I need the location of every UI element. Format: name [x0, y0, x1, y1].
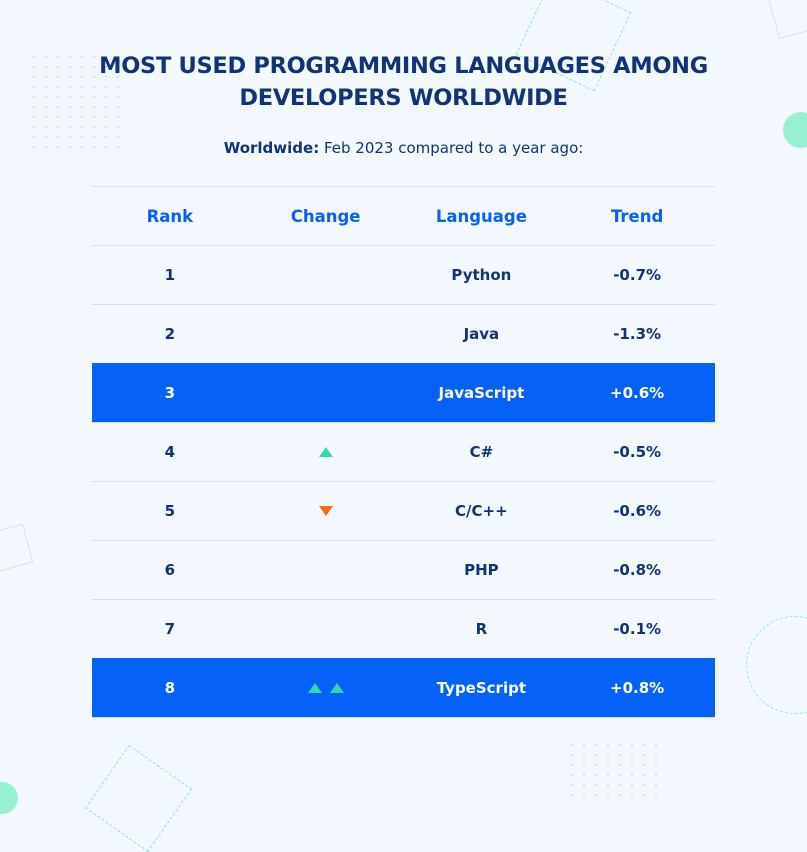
rank-cell: 8	[164, 679, 176, 697]
square-outline-decoration	[763, 0, 807, 39]
table-row: 1 Python -0.7%	[92, 245, 715, 304]
trend-cell: -0.7%	[613, 266, 662, 284]
change-cell	[248, 679, 404, 697]
title-line-2: DEVELOPERS WORLDWIDE	[239, 85, 568, 111]
circle-decoration	[0, 782, 18, 814]
trend-cell: -0.6%	[613, 502, 662, 520]
rank-cell: 4	[164, 443, 176, 461]
table-row: 6 PHP -0.8%	[92, 540, 715, 599]
header-rank: Rank	[146, 206, 194, 226]
rank-cell: 6	[164, 561, 176, 579]
rank-cell: 3	[164, 384, 176, 402]
language-cell: PHP	[464, 561, 499, 579]
header-change: Change	[290, 206, 361, 226]
circle-decoration	[783, 112, 807, 148]
table-row: 5 C/C++ -0.6%	[92, 481, 715, 540]
subtitle: Worldwide: Feb 2023 compared to a year a…	[0, 139, 807, 157]
rank-cell: 5	[164, 502, 176, 520]
dot-grid-decoration	[28, 52, 124, 156]
table-row: 4 C# -0.5%	[92, 422, 715, 481]
dashed-square-decoration	[84, 744, 193, 852]
trend-cell: -0.5%	[613, 443, 662, 461]
rank-cell: 1	[164, 266, 176, 284]
rank-cell: 7	[164, 620, 176, 638]
table-row: 7 R -0.1%	[92, 599, 715, 658]
language-cell: C#	[469, 443, 494, 461]
language-cell: Python	[451, 266, 512, 284]
languages-table: Rank Change Language Trend 1 Python -0.7…	[92, 186, 715, 718]
language-cell: TypeScript	[436, 679, 527, 697]
title-line-1: MOST USED PROGRAMMING LANGUAGES AMONG	[99, 53, 708, 79]
language-cell: JavaScript	[438, 384, 525, 402]
rank-cell: 2	[164, 325, 176, 343]
triangle-up-icon	[307, 683, 322, 693]
change-cell	[248, 502, 404, 520]
trend-cell: -1.3%	[613, 325, 662, 343]
language-cell: R	[475, 620, 488, 638]
dot-grid-decoration	[566, 740, 664, 798]
table-header-row: Rank Change Language Trend	[92, 186, 715, 245]
language-cell: Java	[463, 325, 500, 343]
change-cell	[248, 443, 404, 461]
trend-cell: -0.1%	[613, 620, 662, 638]
square-outline-decoration	[0, 523, 34, 577]
trend-cell: +0.6%	[610, 384, 665, 402]
header-trend: Trend	[610, 206, 664, 226]
table-row-highlighted: 3 JavaScript +0.6%	[92, 363, 715, 422]
table-row: 2 Java -1.3%	[92, 304, 715, 363]
dashed-circle-decoration	[746, 616, 807, 714]
subtitle-bold: Worldwide:	[223, 139, 320, 157]
trend-cell: +0.8%	[610, 679, 665, 697]
triangle-up-icon	[329, 683, 344, 693]
triangle-down-icon	[318, 506, 333, 516]
trend-cell: -0.8%	[613, 561, 662, 579]
table-row-highlighted: 8 TypeScript +0.8%	[92, 658, 715, 718]
header-language: Language	[435, 206, 527, 226]
subtitle-text: Feb 2023 compared to a year ago:	[319, 139, 584, 157]
language-cell: C/C++	[455, 502, 508, 520]
page-title: MOST USED PROGRAMMING LANGUAGES AMONG DE…	[0, 50, 807, 114]
triangle-up-icon	[318, 447, 333, 457]
